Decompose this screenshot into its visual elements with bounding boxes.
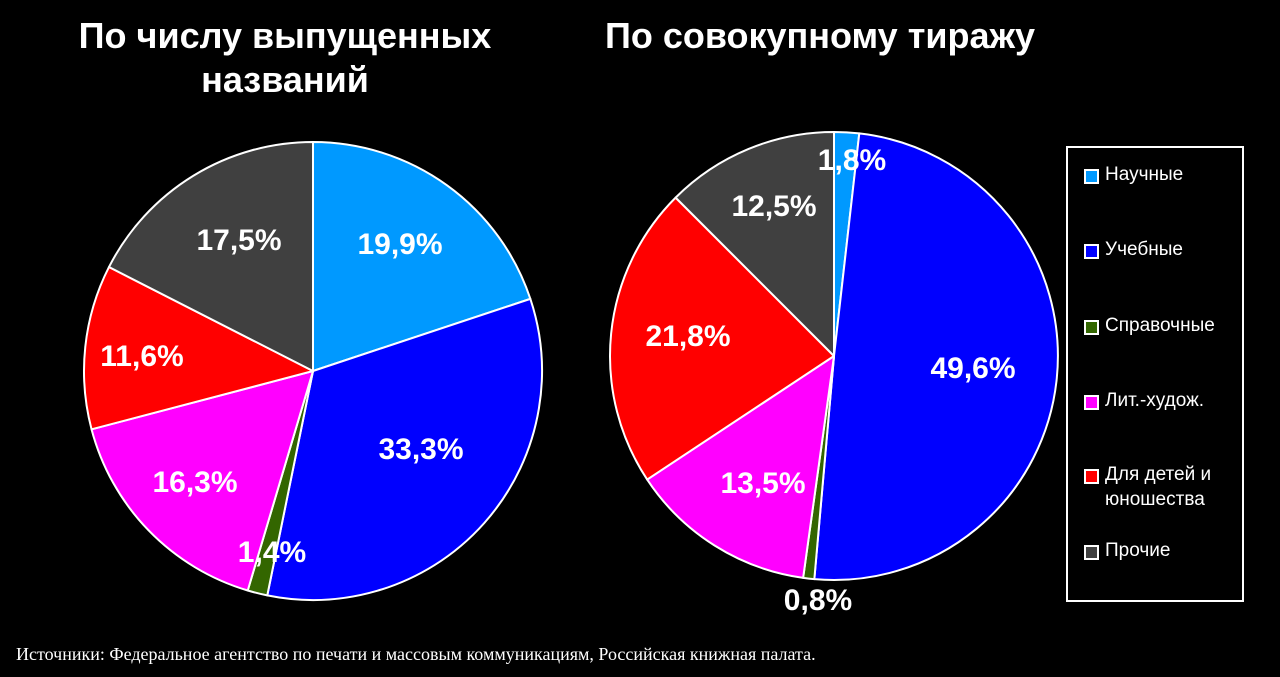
pie-slice-other (107, 141, 314, 372)
chart-title-titles: По числу выпущенных названий (78, 15, 492, 100)
pie-slice-children (83, 266, 314, 431)
legend-label: Учебные (1105, 239, 1183, 260)
legend-swatch (1084, 320, 1099, 335)
data-label-reference: 1,4% (238, 536, 306, 569)
data-label-fiction: 13,5% (720, 467, 805, 500)
legend-swatch (1084, 395, 1099, 410)
legend-item-fiction: Лит.-худож. (1084, 388, 1235, 413)
legend-item-other: Прочие (1084, 538, 1235, 563)
legend-label: Прочие (1105, 540, 1171, 561)
pie-slice-scientific (312, 141, 532, 372)
data-label-reference: 0,8% (784, 584, 852, 617)
chart-title-circulation: По совокупному тиражу (604, 15, 1036, 56)
legend-swatch (1084, 545, 1099, 560)
legend-label: Научные (1105, 164, 1184, 185)
pie-chart-2: 1,8% 49,6% 0,8% 13,5% 21,8% 12,5% (609, 131, 1059, 617)
pie-chart-1: 19,9% 33,3% 1,4% 16,3% 11,6% 17,5% (83, 141, 543, 601)
legend-label: Лит.-худож. (1105, 390, 1205, 411)
legend-swatch (1084, 469, 1099, 484)
legend-item-reference: Справочные (1084, 313, 1235, 338)
source-note: Источники: Федеральное агентство по печа… (16, 644, 816, 664)
data-label-children: 21,8% (645, 320, 730, 353)
legend-item-educational: Учебные (1084, 237, 1235, 262)
legend: Научные Учебные Справочные Лит.-худож. Д… (1066, 146, 1244, 602)
legend-label: Для детей и юношества (1105, 464, 1212, 510)
data-label-educational: 33,3% (378, 433, 463, 466)
data-label-other: 17,5% (196, 224, 281, 257)
data-label-other: 12,5% (731, 190, 816, 223)
legend-label: Справочные (1105, 315, 1215, 336)
pie-slice-educational (813, 132, 1059, 581)
legend-swatch (1084, 169, 1099, 184)
pie-slice-children (609, 196, 835, 481)
data-label-scientific: 19,9% (357, 228, 442, 261)
data-label-scientific: 1,8% (818, 144, 886, 177)
legend-item-children: Для детей и юношества (1084, 462, 1235, 512)
data-label-educational: 49,6% (930, 352, 1015, 385)
pie-slice-fiction (646, 355, 835, 579)
pie-slice-fiction (90, 370, 314, 592)
legend-item-scientific: Научные (1084, 162, 1235, 187)
data-label-children: 11,6% (100, 340, 183, 373)
pie-slice-educational (266, 297, 543, 601)
data-label-fiction: 16,3% (152, 466, 237, 499)
legend-swatch (1084, 244, 1099, 259)
pie-slice-other (674, 131, 835, 357)
